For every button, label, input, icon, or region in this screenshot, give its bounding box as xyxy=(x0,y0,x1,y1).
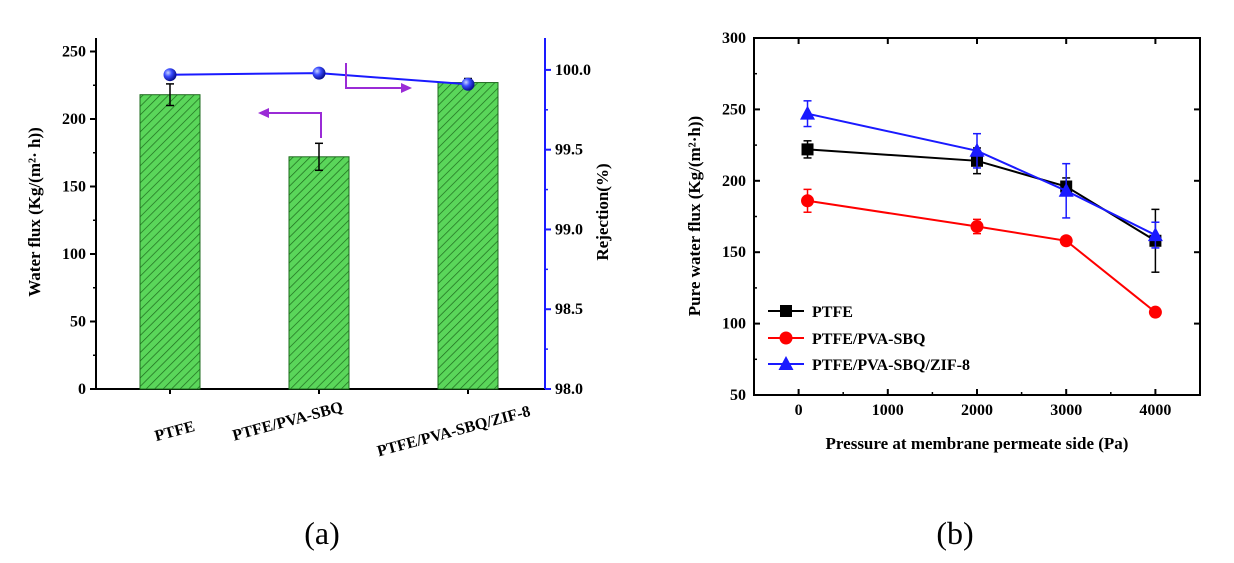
legend-marker xyxy=(779,331,793,345)
x-tick-label: 2000 xyxy=(961,402,993,419)
left-tick-label: 0 xyxy=(78,381,86,398)
chart-a-annotations xyxy=(258,63,412,138)
left-tick-label: 50 xyxy=(70,314,86,331)
flux-bar xyxy=(288,156,350,390)
data-point xyxy=(1147,227,1163,242)
rejection-marker xyxy=(163,68,177,82)
y-tick-label: 300 xyxy=(722,30,746,47)
flux-bar xyxy=(437,82,499,390)
data-point xyxy=(970,219,984,233)
legend-label: PTFE/PVA-SBQ xyxy=(812,331,926,348)
left-tick-label: 150 xyxy=(62,179,86,196)
right-tick-label: 98.0 xyxy=(555,381,583,398)
chart-b-axes xyxy=(753,37,1201,396)
data-point xyxy=(1058,182,1074,197)
chart-a-ylabel2: Rejection(%) xyxy=(593,163,612,260)
panel-label-a: (a) xyxy=(304,515,340,551)
rejection-marker xyxy=(312,66,326,80)
x-tick-label: 1000 xyxy=(872,402,904,419)
data-point xyxy=(801,194,815,208)
chart-a-rejection-line xyxy=(163,66,475,91)
chart-b-legend: PTFE PTFE/PVA-SBQ PTFE/PVA-SBQ/ZIF-8 xyxy=(768,304,970,374)
series-line xyxy=(807,199,1157,313)
legend-label: PTFE xyxy=(812,304,853,321)
chart-b-series xyxy=(800,100,1163,319)
left-arrow-head xyxy=(258,108,269,118)
right-arrow-head xyxy=(401,83,412,93)
x-tick-label: 0 xyxy=(795,402,803,419)
y-tick-label: 50 xyxy=(730,387,746,404)
legend-marker xyxy=(778,356,794,370)
chart-a-ylabel: Water flux (Kg/(m²· h)) xyxy=(25,127,44,297)
chart-a-bars xyxy=(139,77,499,390)
panel-label-b: (b) xyxy=(936,515,973,551)
right-tick-label: 100.0 xyxy=(555,62,591,79)
y-tick-label: 150 xyxy=(722,244,746,261)
data-point xyxy=(1059,234,1073,248)
chart-b-tick-labels: 0 1000 2000 3000 4000 50 100 150 200 250 300 xyxy=(722,30,1171,419)
series-circle xyxy=(801,188,1162,319)
x-tick-label: 3000 xyxy=(1050,402,1082,419)
flux-bar xyxy=(139,94,201,390)
left-tick-label: 100 xyxy=(62,246,86,263)
right-arrow-path xyxy=(345,63,403,89)
chart-b-xlabel: Pressure at membrane permeate side (Pa) xyxy=(826,434,1129,453)
category-label: PTFE xyxy=(153,418,197,445)
category-label: PTFE/PVA-SBQ/ZIF-8 xyxy=(375,403,532,460)
right-tick-label: 99.0 xyxy=(555,221,583,238)
category-label: PTFE/PVA-SBQ xyxy=(231,399,345,445)
right-tick-label: 99.5 xyxy=(555,142,583,159)
chart-a: 0 50 100 150 200 250 98.0 98.5 99.0 99.5 100.0 PTFE… xyxy=(25,38,612,551)
legend-label: PTFE/PVA-SBQ/ZIF-8 xyxy=(812,357,970,374)
left-arrow-path xyxy=(266,112,322,138)
data-point xyxy=(1148,305,1162,319)
data-point xyxy=(969,142,985,157)
y-tick-label: 200 xyxy=(722,173,746,190)
series-triangle xyxy=(800,100,1163,249)
y-tick-label: 250 xyxy=(722,101,746,118)
chart-b-ylabel: Pure water flux (Kg/(m²·h)) xyxy=(685,116,704,316)
x-tick-label: 4000 xyxy=(1139,402,1171,419)
rejection-marker xyxy=(461,77,475,91)
left-tick-label: 250 xyxy=(62,44,86,61)
series-square xyxy=(801,140,1162,273)
legend-marker xyxy=(780,305,792,317)
data-point xyxy=(801,143,814,156)
right-tick-label: 98.5 xyxy=(555,301,583,318)
series-line xyxy=(807,112,1156,236)
left-tick-label: 200 xyxy=(62,111,86,128)
data-point xyxy=(800,105,816,120)
y-tick-label: 100 xyxy=(722,316,746,333)
